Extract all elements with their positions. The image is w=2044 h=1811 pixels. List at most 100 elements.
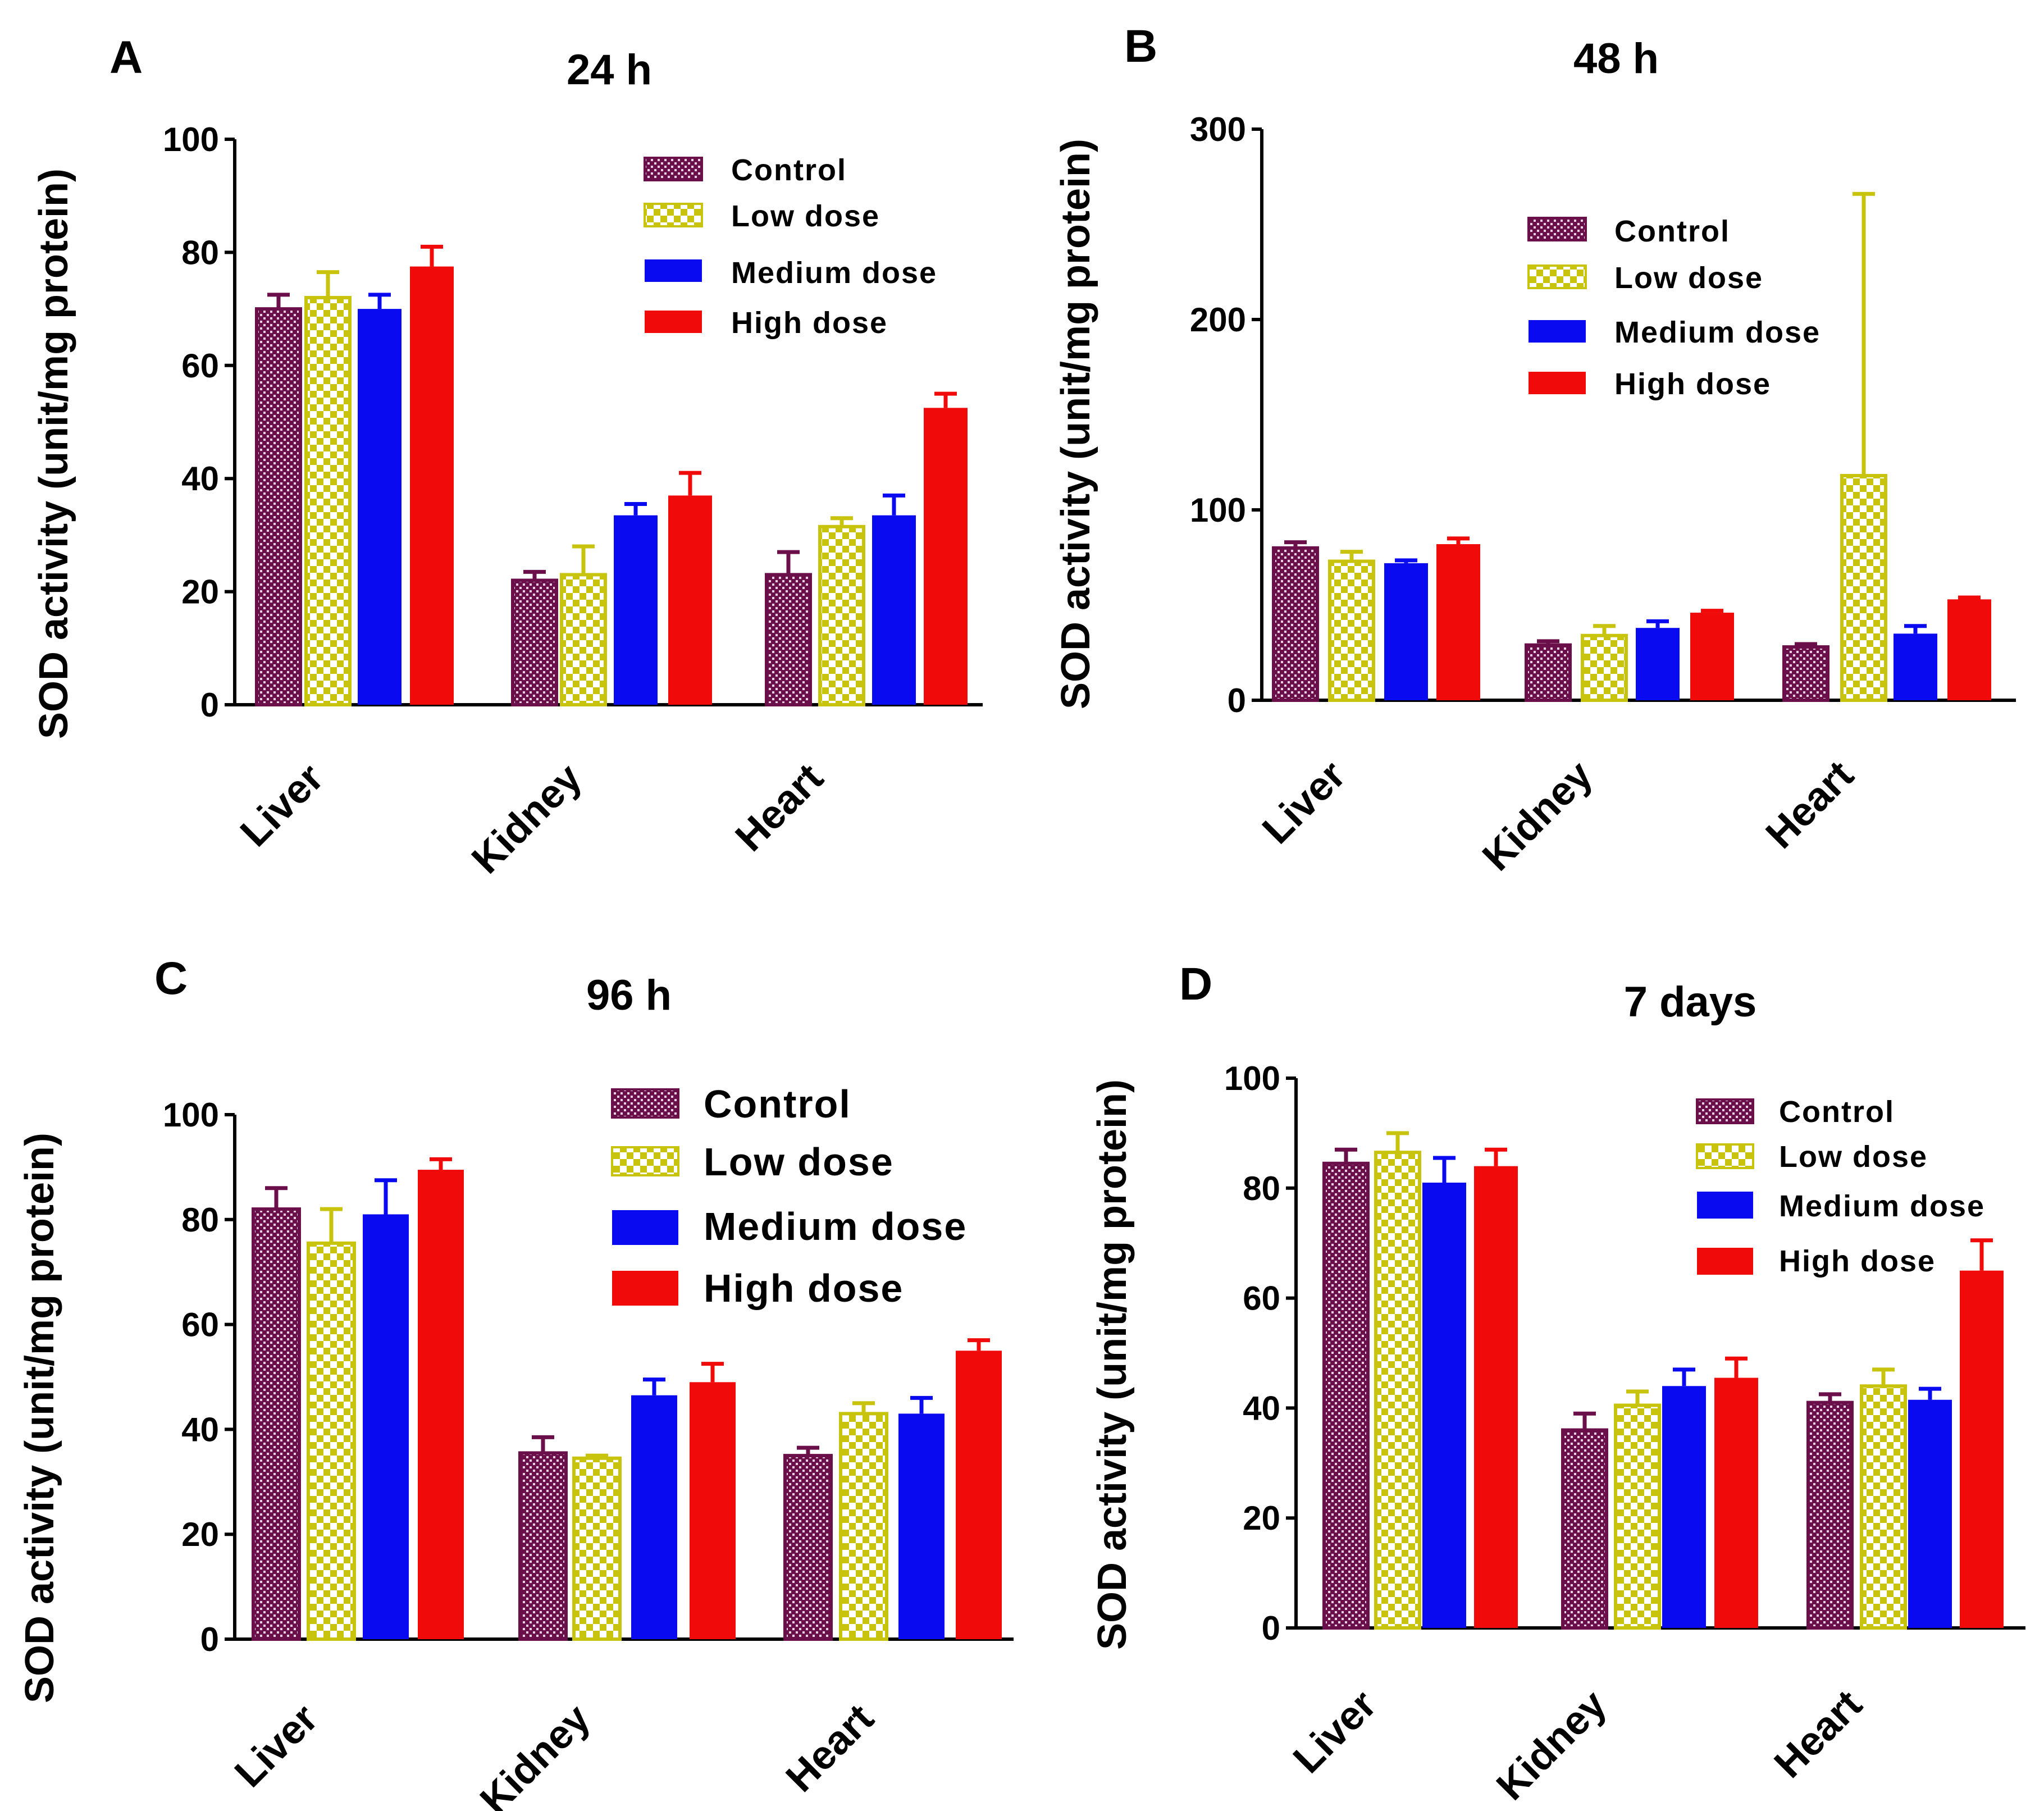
error-bar-liver-low-dose	[1386, 1131, 1409, 1153]
panel-b-y-axis-title: SOD activity (unit/mg protein)	[1053, 139, 1098, 709]
error-bar-liver-medium-dose	[1433, 1156, 1456, 1183]
panel-b-error-bars	[1284, 191, 1981, 647]
error-bar-heart-control	[777, 550, 800, 575]
error-bar-heart-low-dose	[831, 516, 853, 527]
legend-swatch-control	[1527, 217, 1587, 241]
bar-kidney-control	[511, 578, 558, 706]
error-bar-liver-high-dose	[1485, 1147, 1507, 1166]
bar-kidney-medium-dose	[631, 1395, 677, 1639]
legend-label-control: Control	[731, 153, 847, 187]
panel-a-x-tick-labels: Liver Kidney Heart	[232, 755, 832, 882]
legend-swatch-high-dose	[612, 1271, 678, 1306]
y-tick-label: 200	[1190, 301, 1246, 339]
bar-kidney-low-dose	[572, 1456, 622, 1641]
y-tick-label: 20	[1243, 1499, 1280, 1537]
error-bar-heart-high-dose	[1970, 1238, 1993, 1271]
legend-swatch-medium-dose	[1529, 320, 1586, 343]
error-bar-heart-medium-dose	[910, 1395, 933, 1414]
x-tick-label-heart: Heart	[1766, 1682, 1871, 1787]
error-bar-heart-high-dose	[934, 391, 957, 408]
legend-label-high-dose: High dose	[731, 306, 888, 340]
y-tick-label: 20	[181, 1516, 219, 1553]
legend-swatch-medium-dose	[1697, 1192, 1753, 1219]
panel-b-bars	[1272, 473, 1991, 702]
legend-item-high-dose: High dose	[1529, 367, 1771, 401]
y-tick-label: 300	[1190, 111, 1246, 148]
error-bar-heart-control	[797, 1445, 819, 1456]
y-tick-label: 40	[1243, 1389, 1280, 1427]
error-bar-liver-control	[1284, 540, 1307, 548]
error-bar-kidney-medium-dose	[1646, 619, 1669, 628]
bar-kidney-control	[1561, 1428, 1608, 1630]
legend-item-control: Control	[1527, 215, 1730, 248]
error-bar-kidney-high-dose	[701, 1362, 724, 1383]
x-tick-label-kidney: Kidney	[1488, 1682, 1615, 1809]
x-tick-label-heart: Heart	[778, 1696, 883, 1801]
x-tick-label-kidney: Kidney	[1474, 752, 1601, 879]
legend-label-low-dose: Low dose	[1779, 1140, 1928, 1174]
legend-label-medium-dose: Medium dose	[1779, 1189, 1985, 1223]
error-bar-kidney-control	[523, 569, 546, 581]
y-tick-label: 40	[181, 1411, 219, 1448]
legend-item-high-dose: High dose	[1697, 1244, 1934, 1278]
legend-swatch-low-dose	[1696, 1143, 1754, 1169]
panel-b-x-tick-labels: Liver Kidney Heart	[1254, 752, 1862, 879]
error-bar-heart-medium-dose	[1919, 1386, 1941, 1400]
legend-item-control: Control	[1696, 1095, 1894, 1129]
legend-label-high-dose: High dose	[704, 1266, 904, 1310]
legend-swatch-medium-dose	[612, 1210, 678, 1245]
panel-c-title: 96 h	[586, 971, 672, 1019]
bar-kidney-high-dose	[668, 495, 712, 705]
bar-liver-high-dose	[418, 1170, 464, 1639]
legend-swatch-low-dose	[611, 1146, 679, 1176]
legend-label-low-dose: Low dose	[1614, 261, 1763, 295]
panel-c-y-ticks: 0 20 40 60 80 100	[163, 1096, 235, 1658]
y-tick-label: 80	[181, 1201, 219, 1239]
bar-kidney-medium-dose	[614, 515, 658, 705]
legend-item-low-dose: Low dose	[644, 199, 879, 233]
y-tick-label: 80	[181, 234, 219, 271]
bar-heart-low-dose	[839, 1412, 888, 1641]
error-bar-kidney-high-dose	[1701, 609, 1723, 613]
error-bar-kidney-medium-dose	[624, 502, 647, 516]
panel-a-error-bars	[267, 244, 957, 581]
x-tick-label-kidney: Kidney	[472, 1696, 599, 1811]
panel-c-letter: C	[154, 953, 188, 1004]
error-bar-kidney-low-dose	[1593, 624, 1616, 636]
error-bar-liver-low-dose	[317, 270, 339, 298]
bar-kidney-medium-dose	[1662, 1386, 1706, 1628]
error-bar-heart-control	[1795, 642, 1817, 647]
legend-item-control: Control	[644, 153, 847, 187]
error-bar-liver-control	[267, 293, 290, 309]
legend-label-low-dose: Low dose	[704, 1140, 894, 1184]
bar-heart-control	[765, 573, 812, 707]
panel-a-legend: Control Low dose Medium dose High dose	[644, 153, 936, 340]
legend-item-control: Control	[611, 1082, 850, 1126]
bar-heart-high-dose	[1960, 1270, 2004, 1628]
legend-label-high-dose: High dose	[1614, 367, 1771, 401]
y-tick-label: 60	[181, 1306, 219, 1344]
panel-b: B 48 h SOD activity (unit/mg protein) 0 1…	[1053, 21, 2016, 879]
bar-heart-medium-dose	[872, 515, 916, 705]
panel-c: C 96 h SOD activity (unit/mg protein) 0 2…	[17, 953, 1014, 1811]
y-tick-label: 100	[163, 1096, 219, 1134]
panel-d-x-tick-labels: Liver Kidney Heart	[1285, 1682, 1870, 1809]
bar-heart-low-dose	[1860, 1384, 1907, 1630]
x-tick-label-liver: Liver	[226, 1696, 326, 1796]
error-bar-liver-high-dose	[421, 244, 443, 267]
y-tick-label: 60	[1243, 1280, 1280, 1317]
error-bar-liver-low-dose	[1340, 550, 1363, 562]
panel-d-bars	[1322, 1151, 2004, 1630]
error-bar-heart-medium-dose	[1904, 624, 1927, 634]
panel-b-title: 48 h	[1573, 35, 1659, 83]
legend-label-control: Control	[1614, 215, 1730, 248]
bar-liver-low-dose	[1374, 1151, 1421, 1630]
legend-item-medium-dose: Medium dose	[1529, 316, 1819, 349]
bar-liver-control	[1272, 546, 1319, 702]
y-tick-label: 0	[1228, 682, 1246, 719]
legend-label-medium-dose: Medium dose	[704, 1205, 967, 1248]
y-tick-label: 20	[181, 573, 219, 611]
panel-a-y-axis-title: SOD activity (unit/mg protein)	[31, 168, 76, 739]
x-tick-label-heart: Heart	[727, 755, 832, 860]
error-bar-liver-medium-dose	[368, 293, 391, 309]
